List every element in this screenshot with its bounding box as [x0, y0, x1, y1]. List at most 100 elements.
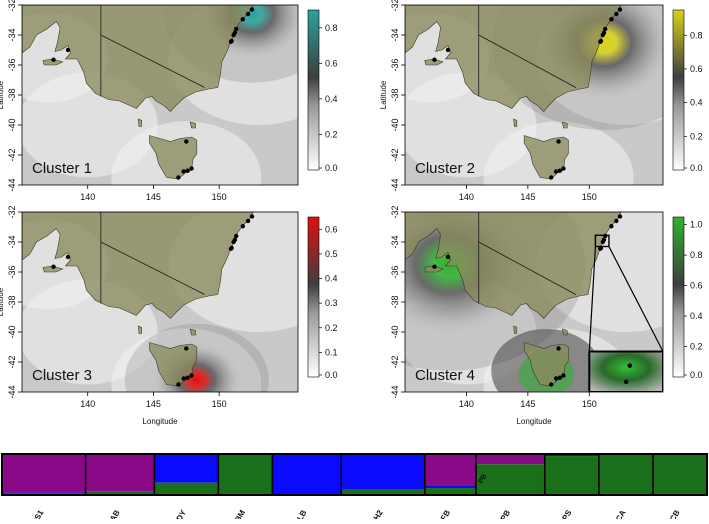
colorbar-tick-label: 0.1 [325, 347, 338, 357]
colorbar-tick-label: 0.6 [690, 281, 703, 291]
bar-segment [272, 454, 341, 495]
x-tick-label: 145 [520, 192, 535, 202]
x-tick-label: 145 [146, 399, 161, 409]
cluster-title: Cluster 1 [32, 160, 92, 177]
sampling-site [618, 214, 622, 218]
sampling-site [51, 265, 55, 269]
sampling-site [250, 214, 254, 218]
colorbar-tick-label: 0.2 [690, 342, 703, 352]
sampling-site [624, 380, 628, 384]
y-tick-label: -38 [390, 295, 400, 308]
colorbar-tick-label: 0.6 [325, 224, 338, 234]
map-plot-area [313, 158, 709, 441]
y-axis-label: Latitude [379, 80, 388, 109]
sampling-site [432, 265, 436, 269]
x-tick-label: 140 [80, 399, 95, 409]
sampling-site [246, 12, 250, 16]
map-plot-area [0, 0, 349, 234]
x-tick-label: 150 [212, 399, 227, 409]
colorbar-tick-label: 0.8 [690, 250, 703, 260]
sampling-site [614, 219, 618, 223]
y-tick-label: -34 [390, 28, 400, 41]
category-label: LB [295, 508, 308, 519]
sampling-site [250, 7, 254, 11]
y-tick-label: -38 [7, 295, 17, 308]
sampling-site [51, 58, 55, 62]
colorbar-tick-label: 0.2 [325, 129, 338, 139]
sampling-site [603, 234, 607, 238]
sampling-site [185, 376, 189, 380]
sampling-site [189, 166, 193, 170]
colorbar [673, 10, 684, 170]
y-tick-label: -36 [7, 265, 17, 278]
colorbar-tick-label: 0.0 [690, 163, 703, 173]
cluster-title: Cluster 2 [415, 160, 475, 177]
bar-segment [425, 486, 477, 488]
sampling-site [184, 139, 188, 143]
sampling-site [549, 382, 553, 386]
colorbar-tick-label: 0.3 [325, 298, 338, 308]
sampling-site [558, 376, 562, 380]
sampling-site [599, 39, 603, 43]
x-tick-label: 145 [146, 192, 161, 202]
zoom-inset [589, 352, 663, 393]
colorbar-tick-label: 0.0 [325, 370, 338, 380]
category-label: PS [560, 508, 573, 519]
sampling-site [556, 139, 560, 143]
colorbar-tick-label: 0.0 [690, 370, 703, 380]
sampling-site [185, 169, 189, 173]
colorbar-tick-label: 0.4 [325, 274, 338, 284]
y-tick-label: -42 [7, 355, 17, 368]
sampling-site [558, 169, 562, 173]
y-tick-label: -44 [7, 385, 17, 398]
x-tick-label: 150 [212, 192, 227, 202]
sampling-site [549, 175, 553, 179]
sampling-site [609, 17, 613, 21]
sampling-site [446, 48, 450, 52]
sampling-site [556, 346, 560, 350]
y-tick-label: -40 [7, 325, 17, 338]
sampling-site [602, 31, 606, 35]
y-tick-label: -36 [390, 265, 400, 278]
sampling-site [66, 255, 70, 259]
sampling-site [176, 175, 180, 179]
sampling-site [561, 373, 565, 377]
colorbar-tick-label: 0.8 [690, 30, 703, 40]
category-label: DY [175, 508, 189, 519]
category-label: BM [233, 508, 247, 519]
x-tick-label: 140 [80, 192, 95, 202]
x-axis-label: Longitude [516, 417, 552, 426]
bar-segment [154, 483, 218, 495]
colorbar [673, 217, 684, 377]
colorbar [308, 217, 319, 377]
y-axis-label: Latitude [0, 287, 5, 316]
y-tick-label: -42 [7, 148, 17, 161]
sampling-site [554, 376, 558, 380]
y-tick-label: -32 [7, 205, 17, 218]
land-mass [514, 119, 517, 127]
category-label: FB [439, 508, 452, 519]
bar-segment [86, 454, 155, 492]
category-label: PS1 [30, 508, 46, 519]
sampling-site [234, 27, 238, 31]
y-tick-label: -42 [390, 148, 400, 161]
sampling-site [432, 58, 436, 62]
bar-segment [218, 454, 273, 495]
sampling-site [246, 219, 250, 223]
y-tick-label: -44 [7, 178, 17, 191]
sampling-site [602, 238, 606, 242]
land-mass [514, 326, 517, 334]
land-mass [138, 119, 141, 127]
y-tick-label: -34 [7, 235, 17, 248]
y-tick-label: -38 [7, 88, 17, 101]
sampling-site [233, 238, 237, 242]
colorbar-tick-label: 0.6 [690, 64, 703, 74]
sampling-site [189, 373, 193, 377]
category-label: WCA [610, 508, 627, 519]
colorbar-tick-label: 0.2 [325, 323, 338, 333]
sampling-site [176, 382, 180, 386]
colorbar-tick-label: 0.2 [690, 131, 703, 141]
